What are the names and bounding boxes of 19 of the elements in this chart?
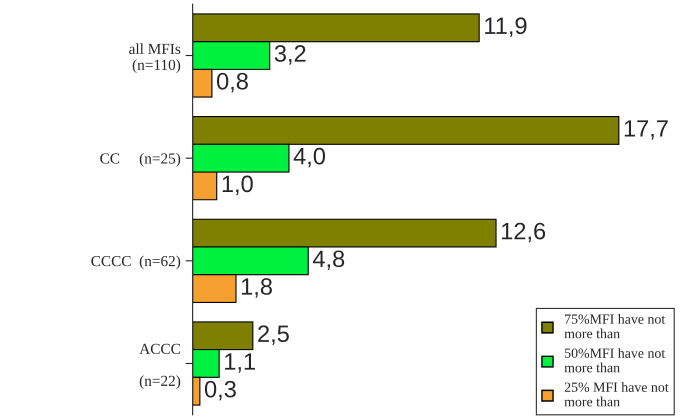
y-tick-label: CCCC (n=62) [91, 256, 180, 270]
data-label: 17,7 [624, 120, 668, 140]
data-label: 2,5 [258, 325, 289, 345]
data-label: 11,9 [485, 17, 526, 37]
legend-label: 25% MFI have not more than [564, 382, 669, 406]
category-label: ACCC (n=22) [139, 344, 180, 390]
data-label: 4,0 [294, 148, 326, 168]
data-label: 1,0 [222, 176, 253, 196]
legend-label: 75%MFI have not more than [564, 314, 666, 338]
y-tick-label: CC (n=25) [100, 152, 180, 167]
data-label: 0,3 [204, 380, 236, 400]
legend-label: 50%MFI have not more than [564, 348, 666, 372]
y-tick-label: all MFIs (n=110) [129, 43, 180, 74]
data-label: 1,1 [225, 353, 255, 373]
data-label: 3,2 [274, 45, 306, 65]
data-label: 1,8 [242, 278, 272, 298]
data-label: 4,8 [312, 250, 344, 270]
data-label: 0,8 [216, 72, 248, 92]
data-label: 12,6 [502, 222, 546, 242]
